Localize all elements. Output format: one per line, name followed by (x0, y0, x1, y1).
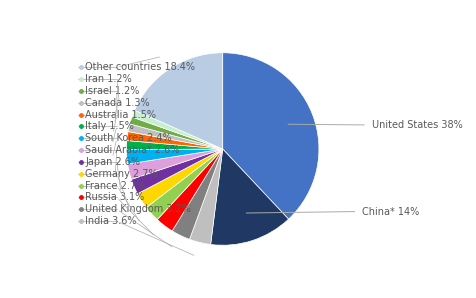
Wedge shape (172, 149, 223, 239)
Wedge shape (128, 124, 223, 149)
Text: South Korea 2.4%: South Korea 2.4% (85, 133, 172, 143)
Wedge shape (127, 131, 223, 149)
Text: India 3.6%: India 3.6% (85, 216, 137, 226)
Text: United States 38%: United States 38% (372, 120, 463, 130)
Text: France 2.7%: France 2.7% (85, 181, 145, 191)
Text: Israel 1.2%: Israel 1.2% (85, 86, 139, 96)
Text: Germany 2.7%: Germany 2.7% (85, 169, 158, 179)
Wedge shape (127, 149, 223, 164)
Wedge shape (138, 149, 223, 207)
Wedge shape (132, 110, 223, 149)
Text: Japan 2.6%: Japan 2.6% (85, 157, 140, 167)
Wedge shape (135, 53, 223, 149)
Wedge shape (189, 149, 223, 244)
Text: China* 14%: China* 14% (362, 207, 419, 217)
Text: United Kingdom 3.2%: United Kingdom 3.2% (85, 204, 191, 214)
Text: Iran 1.2%: Iran 1.2% (85, 74, 132, 84)
Wedge shape (211, 149, 288, 245)
Wedge shape (146, 149, 223, 220)
Wedge shape (131, 149, 223, 194)
Text: Canada 1.3%: Canada 1.3% (85, 98, 150, 108)
Text: Other countries 18.4%: Other countries 18.4% (85, 62, 195, 72)
Wedge shape (157, 149, 223, 231)
Text: Australia 1.5%: Australia 1.5% (85, 110, 156, 119)
Text: Saudi Arabia* 2.6%: Saudi Arabia* 2.6% (85, 145, 179, 155)
Text: Russia 3.1%: Russia 3.1% (85, 193, 144, 202)
Wedge shape (223, 53, 319, 219)
Wedge shape (127, 141, 223, 150)
Wedge shape (130, 117, 223, 149)
Wedge shape (128, 149, 223, 179)
Text: Italy 1.5%: Italy 1.5% (85, 121, 134, 131)
